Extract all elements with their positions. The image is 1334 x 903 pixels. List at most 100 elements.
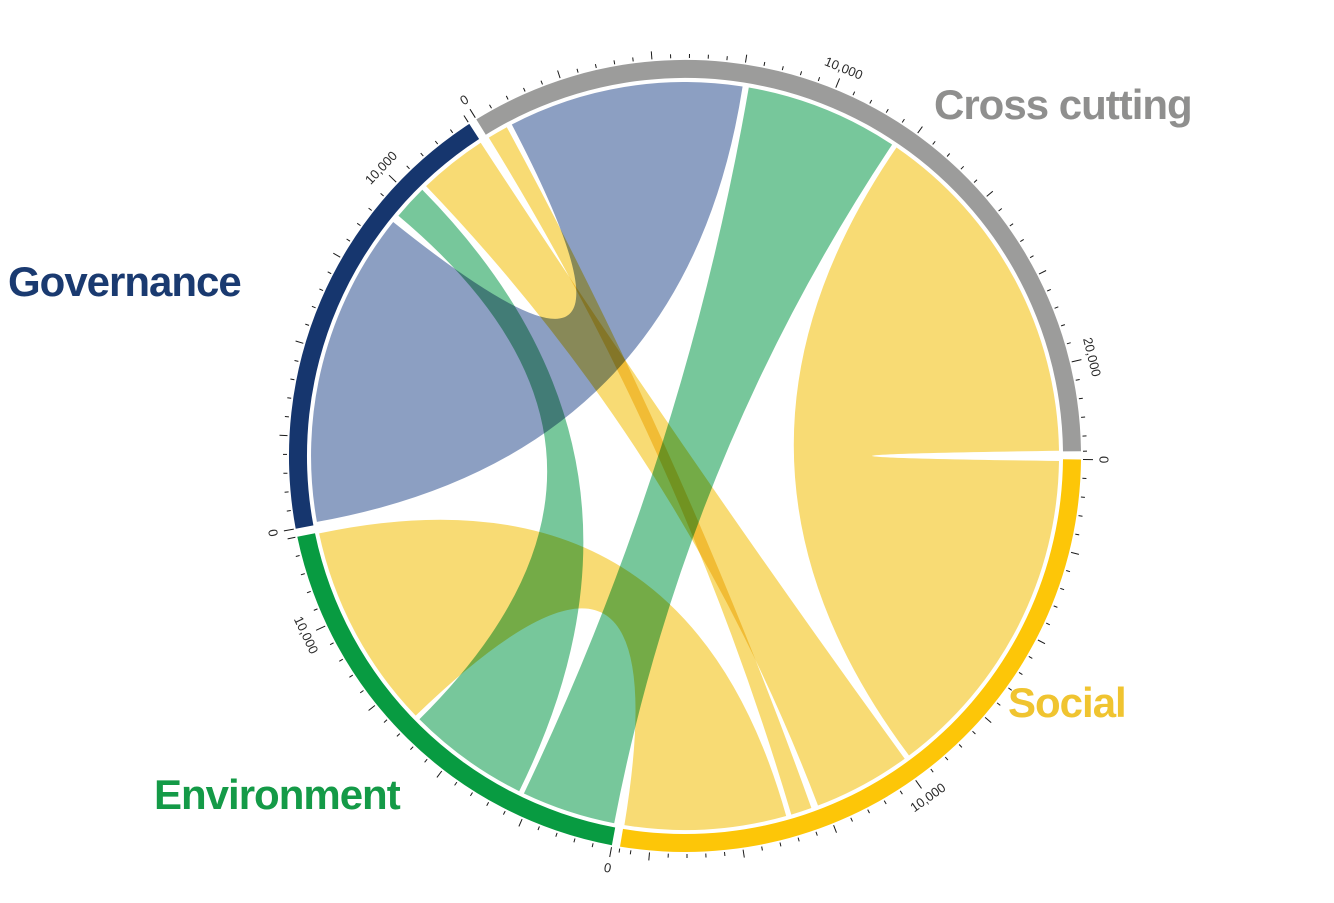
axis-tick bbox=[1066, 570, 1071, 573]
axis-tick bbox=[295, 555, 300, 557]
axis-tick bbox=[449, 129, 454, 134]
axis-tick bbox=[761, 846, 763, 851]
axis-tick bbox=[817, 77, 821, 82]
axis-tick bbox=[505, 95, 509, 100]
axis-tick bbox=[368, 207, 373, 211]
axis-tick bbox=[998, 208, 1003, 212]
axis-tick bbox=[1078, 397, 1083, 400]
axis-tick bbox=[1028, 655, 1033, 659]
segment-label-governance: Governance bbox=[8, 258, 242, 305]
axis-tick bbox=[996, 702, 1001, 706]
axis-tick bbox=[305, 323, 310, 326]
axis-tick bbox=[1009, 223, 1014, 227]
axis-tick bbox=[1008, 687, 1012, 691]
axis-tick bbox=[311, 305, 316, 309]
axis-tick bbox=[537, 826, 540, 831]
axis-tick bbox=[327, 271, 332, 275]
axis-tick bbox=[867, 809, 870, 814]
axis-tick bbox=[797, 837, 800, 842]
arc-governance bbox=[288, 123, 480, 529]
axis-tick bbox=[1071, 359, 1082, 363]
axis-tick bbox=[290, 378, 295, 381]
axis-tick bbox=[869, 99, 873, 104]
axis-tick bbox=[629, 850, 632, 855]
axis-tick-label: 0 bbox=[1096, 456, 1111, 463]
axis-tick bbox=[1020, 238, 1024, 243]
axis-tick bbox=[779, 842, 782, 847]
axis-tick bbox=[915, 780, 922, 789]
axis-tick bbox=[523, 87, 526, 92]
axis-tick bbox=[763, 61, 766, 67]
axis-tick bbox=[339, 658, 344, 662]
axis-tick bbox=[1037, 639, 1046, 645]
axis-tick bbox=[1029, 255, 1034, 259]
axis-tick bbox=[1060, 324, 1066, 327]
ribbon-governance-cross-cutting bbox=[311, 82, 743, 522]
axis-tick bbox=[315, 625, 326, 631]
axis-tick bbox=[502, 810, 506, 815]
axis-tick bbox=[287, 397, 292, 399]
axis-tick bbox=[359, 690, 364, 694]
axis-tick bbox=[287, 536, 296, 540]
axis-tick bbox=[380, 193, 384, 197]
axis-tick bbox=[306, 590, 311, 594]
axis-tick bbox=[424, 758, 428, 763]
axis-tick bbox=[973, 179, 978, 183]
arc-cross-cutting bbox=[476, 59, 1081, 452]
axis-tick bbox=[489, 104, 492, 109]
axis-tick bbox=[883, 800, 887, 805]
axis-tick bbox=[852, 91, 856, 96]
axis-tick bbox=[984, 717, 992, 723]
axis-tick bbox=[960, 165, 965, 170]
axis-tick bbox=[349, 674, 354, 678]
segment-label-environment: Environment bbox=[154, 771, 401, 818]
segment-arc-layer bbox=[288, 59, 1081, 852]
axis-tick bbox=[295, 340, 304, 344]
axis-tick bbox=[383, 719, 388, 723]
axis-tick bbox=[557, 70, 561, 79]
axis-tick bbox=[436, 770, 443, 778]
axis-tick bbox=[469, 792, 473, 797]
axis-tick bbox=[454, 781, 458, 786]
axis-tick bbox=[799, 71, 803, 76]
axis-tick bbox=[833, 825, 837, 833]
axis-tick bbox=[932, 140, 936, 145]
axis-tick bbox=[319, 288, 324, 292]
axis-tick bbox=[1045, 622, 1051, 626]
ribbon-layer bbox=[311, 82, 1059, 831]
axis-tick bbox=[356, 222, 361, 227]
axis-tick bbox=[540, 80, 543, 85]
axis-tick bbox=[958, 744, 963, 748]
axis-tick bbox=[609, 847, 612, 858]
axis-tick bbox=[899, 790, 903, 795]
axis-tick bbox=[333, 252, 341, 258]
axis-tick bbox=[986, 190, 994, 197]
axis-tick bbox=[434, 140, 439, 145]
axis-tick bbox=[650, 51, 653, 60]
axis-tick bbox=[850, 817, 853, 822]
ribbon-cross-cutting-social bbox=[793, 147, 1059, 756]
axis-tick bbox=[648, 852, 650, 861]
axis-tick bbox=[1075, 379, 1080, 381]
axis-tick bbox=[781, 66, 784, 71]
axis-tick bbox=[944, 756, 949, 761]
axis-tick bbox=[388, 174, 397, 183]
axis-tick bbox=[1018, 671, 1023, 676]
axis-tick bbox=[1046, 288, 1052, 292]
axis-tick bbox=[930, 768, 934, 773]
axis-tick bbox=[368, 705, 376, 711]
axis-tick bbox=[1038, 270, 1047, 275]
axis-tick bbox=[1078, 515, 1083, 517]
axis-tick bbox=[745, 54, 748, 63]
axis-tick bbox=[294, 360, 299, 362]
axis-tick bbox=[1075, 533, 1080, 536]
axis-tick bbox=[406, 165, 410, 170]
axis-tick bbox=[742, 849, 745, 858]
axis-tick bbox=[576, 68, 579, 73]
axis-tick bbox=[885, 108, 889, 113]
axis-tick bbox=[329, 642, 334, 646]
axis-tick-label: 0 bbox=[265, 528, 281, 538]
axis-tick bbox=[1070, 551, 1080, 555]
axis-tick-label: 0 bbox=[603, 860, 613, 876]
